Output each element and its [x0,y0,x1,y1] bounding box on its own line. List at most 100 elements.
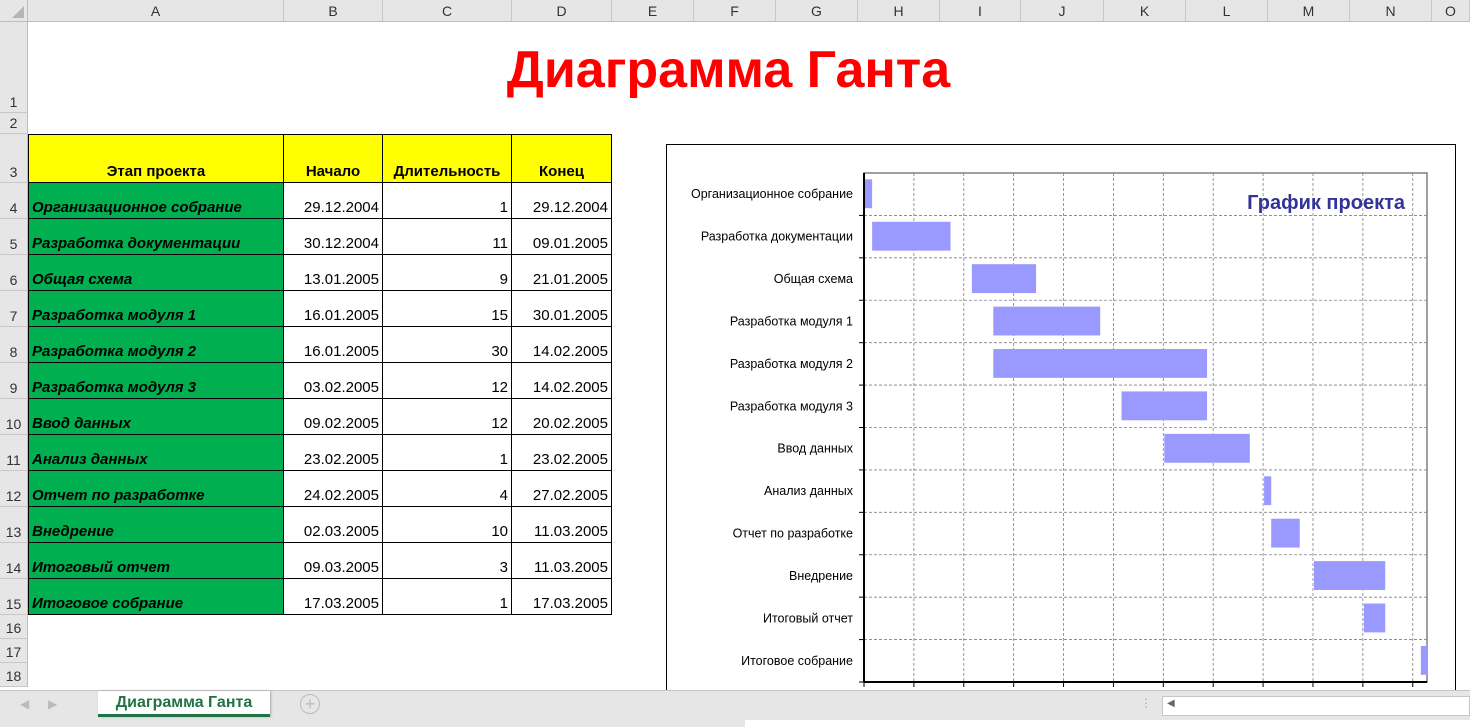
row-header[interactable]: 4 [0,183,28,219]
table-cell[interactable]: 30.12.2004 [284,219,383,255]
column-header[interactable]: M [1268,0,1350,22]
column-header[interactable]: O [1432,0,1470,22]
table-cell[interactable]: Организационное собрание [28,183,284,219]
category-label: Итоговый отчет [763,611,853,625]
column-header[interactable]: F [694,0,776,22]
table-cell[interactable]: 11.03.2005 [512,543,612,579]
gantt-bar [1264,476,1272,506]
row-header[interactable]: 1 [0,22,28,113]
row-header[interactable]: 13 [0,507,28,543]
table-cell[interactable]: Внедрение [28,507,284,543]
category-label: Отчет по разработке [733,527,853,541]
column-header[interactable]: J [1021,0,1104,22]
table-cell[interactable]: Отчет по разработке [28,471,284,507]
column-header[interactable]: D [512,0,612,22]
table-cell[interactable]: 1 [383,435,512,471]
table-cell[interactable]: 20.02.2005 [512,399,612,435]
scroll-left-icon[interactable]: ◀ [1167,698,1175,709]
column-header[interactable]: I [940,0,1021,22]
table-cell[interactable]: 14.02.2005 [512,363,612,399]
row-header[interactable]: 9 [0,363,28,399]
gantt-bar [1121,391,1208,421]
table-cell[interactable]: 11 [383,219,512,255]
table-cell[interactable]: 03.02.2005 [284,363,383,399]
table-cell[interactable]: 27.02.2005 [512,471,612,507]
category-label: Внедрение [789,569,853,583]
column-header[interactable]: C [383,0,512,22]
table-cell[interactable]: 02.03.2005 [284,507,383,543]
table-cell[interactable]: 16.01.2005 [284,291,383,327]
table-cell[interactable]: 29.12.2004 [512,183,612,219]
row-header[interactable]: 14 [0,543,28,579]
row-header[interactable]: 11 [0,435,28,471]
category-label: Общая схема [774,272,853,286]
table-cell[interactable]: Общая схема [28,255,284,291]
table-cell[interactable]: 09.01.2005 [512,219,612,255]
table-cell[interactable]: Разработка модуля 3 [28,363,284,399]
table-cell[interactable]: 23.02.2005 [512,435,612,471]
table-cell[interactable]: Анализ данных [28,435,284,471]
table-cell[interactable]: Итоговое собрание [28,579,284,615]
category-label: Итоговое собрание [741,654,853,668]
table-cell[interactable]: 30 [383,327,512,363]
column-header[interactable]: L [1186,0,1268,22]
table-cell[interactable]: Разработка модуля 2 [28,327,284,363]
column-header[interactable]: G [776,0,858,22]
category-label: Организационное собрание [691,187,853,201]
row-header[interactable]: 18 [0,663,28,687]
table-cell[interactable]: 10 [383,507,512,543]
table-cell[interactable]: 09.02.2005 [284,399,383,435]
row-header[interactable]: 10 [0,399,28,435]
table-cell[interactable]: 29.12.2004 [284,183,383,219]
column-header[interactable]: N [1350,0,1432,22]
table-cell[interactable]: 4 [383,471,512,507]
row-header[interactable]: 7 [0,291,28,327]
row-header[interactable]: 16 [0,615,28,639]
column-header[interactable]: E [612,0,694,22]
table-cell[interactable]: 1 [383,579,512,615]
row-header[interactable]: 2 [0,113,28,134]
table-cell[interactable]: 3 [383,543,512,579]
table-cell[interactable]: 09.03.2005 [284,543,383,579]
column-header[interactable]: B [284,0,383,22]
prev-sheet-icon[interactable]: ◀ [20,697,30,711]
category-label: Анализ данных [764,484,854,498]
row-header[interactable]: 17 [0,639,28,663]
table-cell[interactable]: 21.01.2005 [512,255,612,291]
table-cell[interactable]: 24.02.2005 [284,471,383,507]
horizontal-scrollbar[interactable]: ◀ [1162,696,1470,716]
row-header[interactable]: 6 [0,255,28,291]
table-cell[interactable]: 13.01.2005 [284,255,383,291]
row-header[interactable]: 8 [0,327,28,363]
column-header[interactable]: K [1104,0,1186,22]
next-sheet-icon[interactable]: ▶ [48,697,58,711]
row-header[interactable]: 15 [0,579,28,615]
table-cell[interactable]: Разработка модуля 1 [28,291,284,327]
table-cell[interactable]: 30.01.2005 [512,291,612,327]
table-cell[interactable]: Разработка документации [28,219,284,255]
splitter-icon[interactable]: ⋮ [1140,696,1152,710]
table-cell[interactable]: 15 [383,291,512,327]
table-cell[interactable]: 12 [383,363,512,399]
add-sheet-icon[interactable]: + [300,694,320,714]
table-cell[interactable]: 17.03.2005 [512,579,612,615]
column-header[interactable]: H [858,0,940,22]
row-header[interactable]: 12 [0,471,28,507]
row-header[interactable]: 5 [0,219,28,255]
row-header[interactable]: 3 [0,134,28,183]
table-cell[interactable]: 11.03.2005 [512,507,612,543]
column-header[interactable]: A [28,0,284,22]
category-label: Разработка модуля 1 [730,314,853,328]
table-cell[interactable]: 1 [383,183,512,219]
table-cell[interactable]: 14.02.2005 [512,327,612,363]
table-cell[interactable]: 12 [383,399,512,435]
select-all-button[interactable] [0,0,28,22]
table-cell[interactable]: 23.02.2005 [284,435,383,471]
table-cell[interactable]: 16.01.2005 [284,327,383,363]
table-cell[interactable]: Ввод данных [28,399,284,435]
table-cell[interactable]: Итоговый отчет [28,543,284,579]
gantt-chart[interactable]: 29.12.0405.01.0512.01.0519.01.0526.01.05… [666,144,1456,704]
table-cell[interactable]: 17.03.2005 [284,579,383,615]
table-cell[interactable]: 9 [383,255,512,291]
sheet-tab-active[interactable]: Диаграмма Ганта [98,691,270,717]
